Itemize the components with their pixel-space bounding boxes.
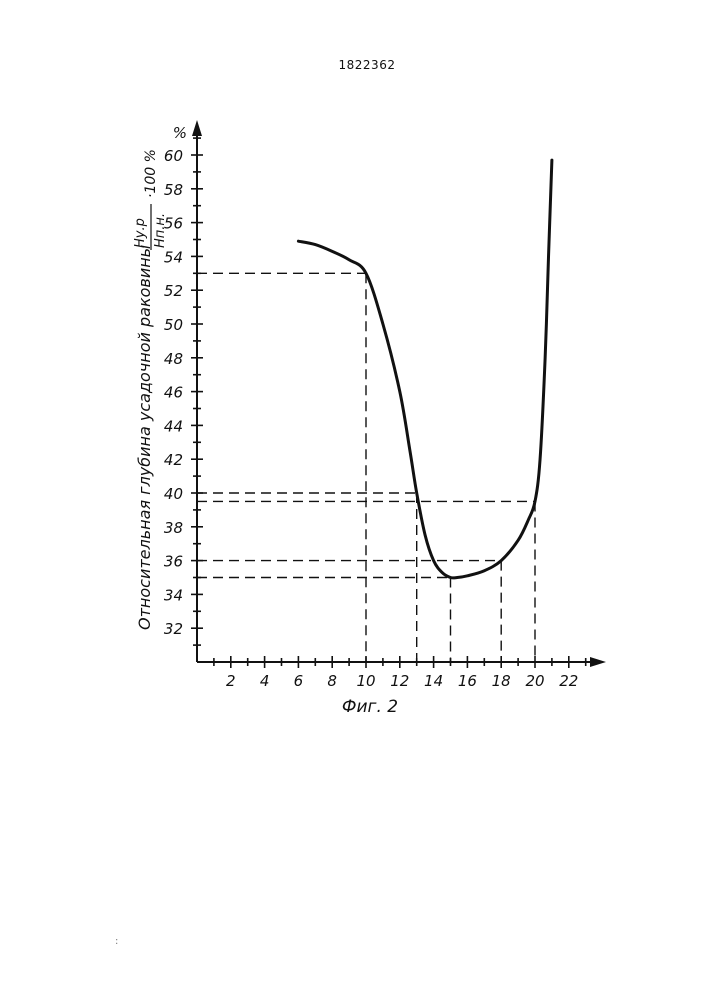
x-tick-label: 12 (390, 672, 409, 690)
formula-numerator: Hу.р (133, 218, 148, 248)
x-tick-label: 14 (424, 672, 443, 690)
reference-lines (197, 273, 535, 662)
labels: 2468101214161820223234363840424446485052… (133, 124, 578, 690)
x-tick-label: 6 (294, 672, 304, 690)
y-unit-label: % (173, 124, 187, 142)
y-tick-label: 48 (164, 350, 183, 368)
y-tick-label: 42 (164, 451, 183, 469)
y-tick-label: 60 (164, 147, 183, 165)
x-tick-label: 18 (492, 672, 511, 690)
x-tick-label: 2 (226, 672, 236, 690)
y-tick-label: 52 (164, 282, 183, 300)
x-tick-label: 8 (327, 672, 337, 690)
y-tick-label: 50 (164, 316, 183, 334)
x-tick-label: 22 (559, 672, 578, 690)
x-tick-label: 20 (525, 672, 544, 690)
formula-denominator: Hп.н. (153, 213, 168, 248)
curve-layer (298, 160, 552, 578)
y-tick-label: 44 (164, 417, 183, 435)
y-tick-label: 36 (164, 553, 183, 571)
y-tick-label: 58 (164, 181, 183, 199)
figure-caption: Фиг. 2 (330, 697, 410, 717)
stray-mark: : (115, 936, 118, 947)
y-tick-label: 34 (164, 586, 183, 604)
x-axis-arrow-icon (590, 657, 606, 667)
y-tick-label: 40 (164, 485, 183, 503)
series-curve (298, 160, 552, 578)
formula-suffix: ·100 % (143, 149, 159, 198)
x-tick-label: 4 (260, 672, 270, 690)
y-axis-label: Относительная глубина усадочной раковины (135, 245, 154, 630)
x-tick-label: 16 (458, 672, 477, 690)
y-tick-label: 46 (164, 384, 183, 402)
y-tick-label: 32 (164, 620, 183, 638)
x-tick-label: 10 (356, 672, 375, 690)
y-tick-label: 38 (164, 519, 183, 537)
y-axis-arrow-icon (192, 120, 202, 136)
y-tick-label: 54 (164, 248, 183, 266)
